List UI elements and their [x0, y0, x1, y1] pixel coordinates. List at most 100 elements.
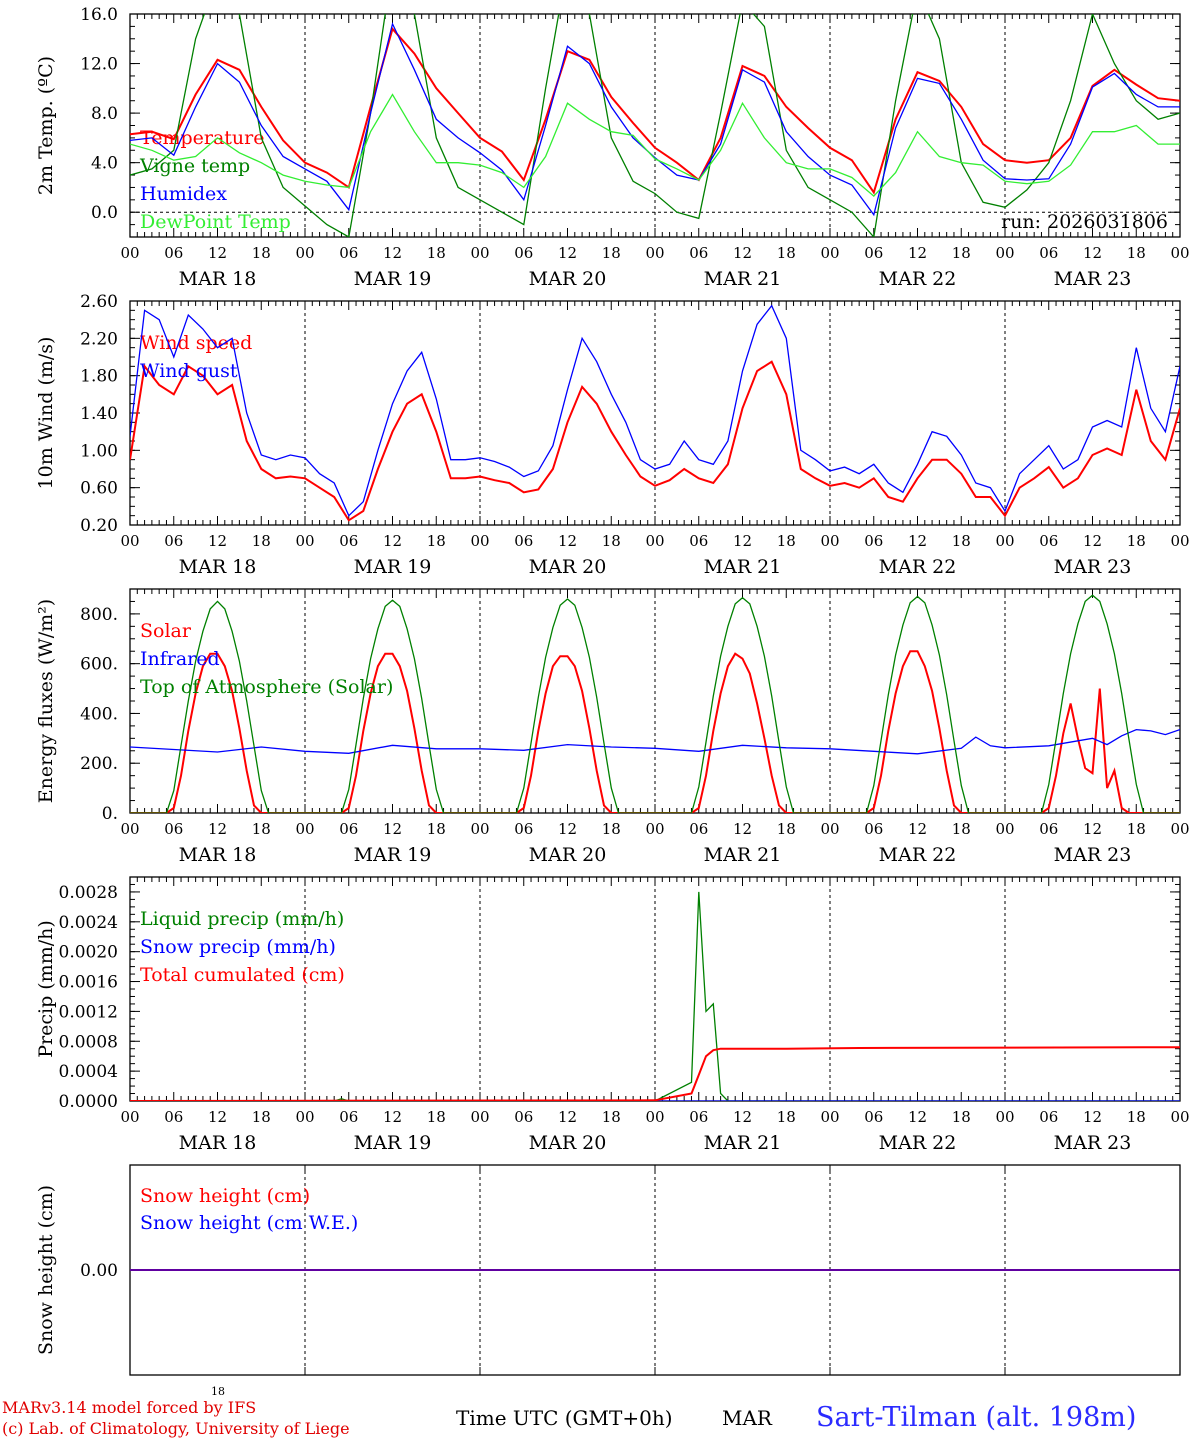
day-label: MAR 18	[179, 556, 257, 578]
hour-label: 18	[602, 532, 621, 550]
hour-label: 12	[733, 244, 752, 262]
legend-item: Wind gust	[140, 360, 238, 382]
legend-item: Snow height (cm W.E.)	[140, 1212, 358, 1234]
y-tick-label: 0.0004	[59, 1062, 118, 1082]
series-line-temperature	[130, 26, 1180, 195]
hour-label: 18	[952, 1108, 971, 1126]
hour-label: 00	[470, 1108, 489, 1126]
series-line-infrared	[130, 728, 1180, 755]
series-line-total-cumulated-cm-	[130, 1046, 1180, 1101]
legend-item: Top of Atmosphere (Solar)	[140, 676, 393, 698]
hour-label: 00	[120, 532, 139, 550]
series-line-humidex	[130, 21, 1180, 217]
hour-label: 18	[1127, 532, 1146, 550]
hour-label: 12	[733, 820, 752, 838]
hour-label: 00	[470, 532, 489, 550]
hour-label: 18	[427, 820, 446, 838]
hour-label: 06	[689, 1108, 708, 1126]
hour-label: 06	[689, 244, 708, 262]
y-axis-title: Snow height (cm)	[35, 1185, 57, 1355]
series-line-wind-gust	[130, 304, 1180, 517]
hour-label: 00	[645, 1108, 664, 1126]
hour-label: 18	[1127, 820, 1146, 838]
hour-label: 00	[1170, 820, 1189, 838]
legend-item: Total cumulated (cm)	[140, 964, 345, 986]
hour-label: 18	[777, 532, 796, 550]
hour-label: 18	[777, 244, 796, 262]
y-tick-label: 0.00	[80, 1261, 118, 1281]
day-label: MAR 21	[704, 1132, 782, 1154]
hour-label: 00	[645, 820, 664, 838]
hour-label: 06	[689, 532, 708, 550]
hour-label: 06	[1039, 244, 1058, 262]
day-label: MAR 18	[179, 268, 257, 290]
legend-item: Snow precip (mm/h)	[140, 936, 336, 958]
series-line-wind-speed	[130, 360, 1180, 522]
hour-label: 00	[470, 820, 489, 838]
hour-label: 12	[1083, 532, 1102, 550]
hour-label: 06	[1039, 532, 1058, 550]
hour-label: 00	[995, 244, 1014, 262]
legend-item: Humidex	[140, 183, 227, 205]
hour-label: 00	[120, 1108, 139, 1126]
hour-label: 18	[427, 532, 446, 550]
hour-label: 06	[164, 820, 183, 838]
run-label: run: 2026031806	[1001, 211, 1168, 233]
y-tick-label: 0.0012	[59, 1002, 118, 1022]
hour-label: 12	[908, 1108, 927, 1126]
hour-label: 18	[602, 244, 621, 262]
hour-label: 06	[514, 532, 533, 550]
hour-label: 12	[733, 1108, 752, 1126]
hour-label: 06	[864, 532, 883, 550]
hour-label: 00	[295, 820, 314, 838]
hour-label: 00	[295, 1108, 314, 1126]
day-label: MAR 23	[1054, 844, 1132, 866]
panel-frame-2	[129, 300, 1181, 526]
day-label: MAR 19	[354, 844, 432, 866]
hour-label: 00	[645, 244, 664, 262]
series-line-solar	[130, 650, 1180, 813]
hour-label: 12	[383, 244, 402, 262]
hour-label: 00	[995, 532, 1014, 550]
hour-label: 12	[383, 820, 402, 838]
y-tick-label: 0.	[102, 804, 118, 824]
hour-label: 18	[952, 244, 971, 262]
hour-label: 00	[820, 820, 839, 838]
hour-label: 06	[164, 1108, 183, 1126]
day-label: MAR 20	[529, 556, 607, 578]
hour-label: 06	[339, 532, 358, 550]
day-label: MAR 18	[179, 844, 257, 866]
hour-label: 18	[952, 532, 971, 550]
month-label: MAR	[722, 1406, 772, 1430]
day-label: MAR 21	[704, 268, 782, 290]
day-label: MAR 19	[354, 268, 432, 290]
y-tick-label: 0.60	[80, 479, 118, 499]
legend-item: Snow height (cm)	[140, 1185, 310, 1207]
hour-label: 12	[558, 244, 577, 262]
day-label: MAR 23	[1054, 556, 1132, 578]
hour-label: 00	[120, 820, 139, 838]
hour-label: 18	[602, 820, 621, 838]
hour-label: 12	[908, 244, 927, 262]
hour-label: 06	[864, 820, 883, 838]
footer-superscript: 18	[211, 1385, 225, 1398]
y-tick-label: 0.0024	[59, 913, 118, 933]
y-tick-label: 800.	[80, 605, 118, 625]
hour-label: 06	[339, 1108, 358, 1126]
y-tick-label: 0.0020	[59, 943, 118, 963]
hour-label: 18	[1127, 1108, 1146, 1126]
hour-label: 18	[952, 820, 971, 838]
hour-label: 12	[733, 532, 752, 550]
hour-label: 06	[689, 820, 708, 838]
y-tick-label: 0.0008	[59, 1032, 118, 1052]
y-axis-title: Energy fluxes (W/m²)	[35, 599, 57, 803]
y-tick-label: 4.0	[91, 154, 118, 174]
hour-label: 06	[864, 244, 883, 262]
hour-label: 18	[1127, 244, 1146, 262]
legend-item: Liquid precip (mm/h)	[140, 908, 344, 930]
hour-label: 06	[514, 244, 533, 262]
day-label: MAR 20	[529, 1132, 607, 1154]
model-credit: MARv3.14 model forced by IFS	[2, 1398, 257, 1417]
day-label: MAR 19	[354, 556, 432, 578]
